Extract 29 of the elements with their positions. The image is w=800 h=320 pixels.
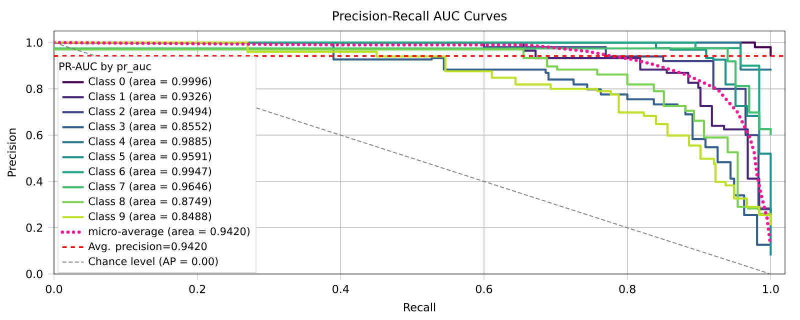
x-tick-label: 0.6 bbox=[476, 284, 492, 294]
legend-label: Class 7 (area = 0.9646) bbox=[88, 182, 212, 192]
legend-title: PR-AUC by pr_auc bbox=[60, 62, 151, 73]
legend-label: Class 3 (area = 0.8552) bbox=[88, 122, 212, 132]
legend-label: micro-average (area = 0.9420) bbox=[89, 227, 250, 238]
x-tick-label: 1.0 bbox=[763, 284, 779, 294]
legend-label: Class 6 (area = 0.9947) bbox=[88, 167, 212, 176]
y-tick-label: 0.2 bbox=[26, 224, 42, 232]
x-tick-label: 0.8 bbox=[619, 284, 636, 294]
x-tick-label: 0.0 bbox=[46, 284, 62, 294]
legend-label: Chance level (AP = 0.00) bbox=[88, 257, 218, 266]
chart-title: Precision-Recall AUC Curves bbox=[333, 10, 507, 21]
legend-label: Class 0 (area = 0.9996) bbox=[88, 77, 212, 86]
x-axis-title: Recall bbox=[404, 302, 436, 312]
y-axis-title: Precision bbox=[7, 128, 16, 176]
y-tick-label: 0.0 bbox=[26, 270, 42, 278]
y-tick-label: 0.4 bbox=[26, 177, 43, 186]
x-tick-label: 0.4 bbox=[332, 284, 349, 294]
x-tick-label: 0.2 bbox=[189, 284, 206, 294]
legend-label: Class 5 (area = 0.9591) bbox=[88, 152, 212, 162]
legend-label: Avg. precision=0.9420 bbox=[88, 242, 207, 252]
y-tick-label: 0.8 bbox=[26, 84, 42, 94]
legend-label: Class 2 (area = 0.9494) bbox=[88, 107, 212, 116]
legend-label: Class 1 (area = 0.9326) bbox=[88, 92, 212, 102]
legend-label: Class 4 (area = 0.9885) bbox=[88, 137, 212, 146]
legend-label: Class 8 (area = 0.8749) bbox=[88, 197, 212, 206]
y-tick-label: 1.0 bbox=[26, 38, 42, 47]
y-tick-label: 0.6 bbox=[26, 130, 42, 140]
legend-label: Class 9 (area = 0.8488) bbox=[88, 212, 212, 222]
